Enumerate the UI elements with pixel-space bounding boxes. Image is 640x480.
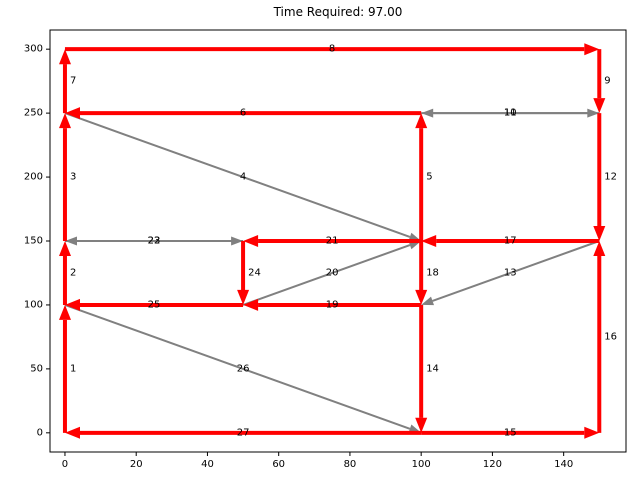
edge-label-27: 27 <box>237 427 250 438</box>
edge-label-9: 9 <box>604 76 610 87</box>
y-tick-label: 300 <box>24 44 43 55</box>
edge-arrowhead-14 <box>415 417 428 433</box>
edge-line-4 <box>64 112 411 238</box>
x-tick-label: 80 <box>344 459 357 470</box>
edge-label-14: 14 <box>426 363 439 374</box>
chart-title: Time Required: 97.00 <box>273 5 403 19</box>
y-tick-label: 250 <box>24 108 43 119</box>
edge-2 <box>59 241 71 305</box>
edge-label-13: 13 <box>504 268 517 279</box>
edge-8 <box>64 43 600 56</box>
edge-label-25: 25 <box>148 299 161 310</box>
edge-3 <box>59 113 71 241</box>
edge-label-8: 8 <box>329 44 335 55</box>
selected-edges <box>59 43 606 439</box>
edge-label-6: 6 <box>240 108 246 119</box>
x-axis: 0 20 40 60 80 100 120 140 <box>62 452 573 470</box>
edge-arrowhead-18 <box>415 289 428 305</box>
x-tick-label: 140 <box>554 459 573 470</box>
edge-arrowhead-1 <box>59 304 71 320</box>
edge-label-3: 3 <box>70 172 76 183</box>
edge-arrowhead-5 <box>415 113 428 129</box>
edge-label-17: 17 <box>504 236 517 247</box>
edge-label-10: 10 <box>504 108 517 119</box>
x-tick-label: 0 <box>62 459 68 470</box>
edge-arrowhead-21 <box>243 235 259 247</box>
edge-arrowhead-25 <box>65 298 80 311</box>
edge-11 <box>421 108 600 118</box>
edge-label-18: 18 <box>426 268 439 279</box>
edge-6 <box>65 107 422 120</box>
y-tick-label: 50 <box>30 363 43 374</box>
edge-27 <box>65 426 422 439</box>
y-axis: 0 50 100 150 200 250 300 <box>24 44 50 438</box>
edge-arrowhead-9 <box>593 98 606 114</box>
edge-label-21: 21 <box>326 236 339 247</box>
y-tick-label: 150 <box>24 236 43 247</box>
x-tick-label: 40 <box>201 459 214 470</box>
edge-18 <box>415 241 428 305</box>
edge-23 <box>64 236 244 246</box>
edge-arrowhead-24 <box>237 289 250 305</box>
edge-arrowhead-27 <box>65 426 80 439</box>
edge-line-13 <box>432 240 600 302</box>
edge-arrowhead-23 <box>231 236 244 246</box>
y-tick-label: 0 <box>37 427 43 438</box>
edge-14 <box>415 304 428 433</box>
edge-arrowhead-13 <box>421 296 434 306</box>
edge-label-7: 7 <box>70 76 76 87</box>
edge-label-4: 4 <box>240 172 246 183</box>
edge-arrowhead-8 <box>584 43 600 56</box>
edge-7 <box>59 49 71 114</box>
edge-line-20 <box>242 244 411 306</box>
edge-21 <box>243 235 422 247</box>
edge-label-15: 15 <box>504 427 517 438</box>
x-tick-label: 100 <box>412 459 431 470</box>
y-tick-label: 100 <box>24 299 43 310</box>
edge-arrowhead-15 <box>584 426 600 439</box>
edge-label-20: 20 <box>326 268 339 279</box>
edge-label-23: 23 <box>148 236 161 247</box>
edge-label-12: 12 <box>604 172 617 183</box>
edge-17 <box>421 235 600 247</box>
edge-arrowhead-16 <box>593 241 606 256</box>
edge-arrowhead-6 <box>65 107 80 120</box>
edge-label-22: 22 <box>148 236 161 247</box>
edge-line-26 <box>64 303 411 430</box>
edge-arrowhead-11 <box>587 108 600 118</box>
edge-arrowhead-3 <box>59 113 71 129</box>
edge-label-24: 24 <box>248 268 261 279</box>
edge-19 <box>243 298 422 311</box>
edge-arrowhead-7 <box>59 49 71 65</box>
x-tick-label: 120 <box>483 459 502 470</box>
x-tick-label: 20 <box>130 459 143 470</box>
edge-5 <box>415 113 428 241</box>
edge-9 <box>593 49 606 114</box>
edge-label-5: 5 <box>426 172 432 183</box>
edge-arrowhead-17 <box>421 235 437 247</box>
edge-label-2: 2 <box>70 268 76 279</box>
edge-arrowhead-19 <box>243 298 259 311</box>
edge-label-1: 1 <box>70 363 76 374</box>
x-tick-label: 60 <box>272 459 285 470</box>
edge-label-16: 16 <box>604 331 617 342</box>
edge-25 <box>65 298 244 311</box>
edge-13 <box>421 240 600 306</box>
edge-1 <box>59 304 71 433</box>
edge-12 <box>593 113 606 241</box>
edge-label-26: 26 <box>237 363 250 374</box>
edge-arrowhead-2 <box>59 241 71 256</box>
y-tick-label: 200 <box>24 172 43 183</box>
unselected-edges <box>64 108 600 433</box>
edge-labels: 123 4 567891011121314151617181920212223242… <box>70 44 617 439</box>
edge-label-19: 19 <box>326 299 339 310</box>
edge-15 <box>421 426 600 439</box>
edge-label-11: 11 <box>504 108 517 119</box>
edge-arrowhead-12 <box>593 226 606 241</box>
edge-24 <box>237 241 250 305</box>
edge-16 <box>593 241 606 433</box>
